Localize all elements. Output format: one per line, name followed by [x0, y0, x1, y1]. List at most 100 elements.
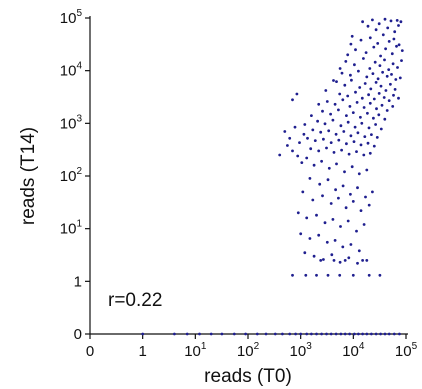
data-point [361, 259, 364, 262]
data-point [368, 151, 372, 155]
data-point [341, 245, 345, 249]
data-point [363, 135, 367, 139]
data-point [377, 113, 381, 117]
data-point [325, 240, 329, 244]
data-point [396, 66, 399, 69]
data-point [398, 76, 402, 80]
data-point [368, 67, 372, 70]
data-point [343, 170, 346, 174]
data-point [296, 154, 300, 158]
data-point [323, 122, 327, 126]
data-point [329, 112, 332, 116]
data-point [383, 17, 387, 21]
data-point [341, 98, 345, 102]
data-point [329, 202, 333, 205]
data-point [357, 332, 360, 336]
x-tick-label: 0 [86, 343, 94, 360]
data-point [356, 186, 359, 190]
data-point [393, 30, 397, 34]
x-tick-label: 105 [395, 341, 418, 360]
data-point [312, 163, 316, 167]
data-point [319, 130, 323, 134]
data-point [318, 182, 322, 186]
data-point [315, 273, 318, 277]
data-point [346, 120, 350, 124]
data-point [375, 136, 379, 139]
data-point [349, 134, 353, 138]
data-point [330, 253, 334, 257]
data-point [322, 258, 325, 261]
x-tick-label: 103 [290, 341, 313, 360]
data-point [393, 88, 397, 91]
data-point [362, 223, 366, 226]
data-point [355, 101, 359, 104]
data-point [325, 332, 328, 336]
data-point [332, 259, 336, 262]
data-point [331, 118, 335, 122]
data-point [255, 332, 259, 336]
data-point [374, 81, 378, 84]
data-point [326, 178, 330, 182]
data-point [351, 273, 355, 277]
data-point [379, 332, 382, 336]
data-point [392, 332, 396, 336]
data-point [385, 109, 389, 112]
data-point [343, 259, 347, 262]
data-point [329, 332, 333, 336]
data-point [373, 60, 377, 64]
data-point [340, 71, 344, 75]
data-point [391, 105, 395, 108]
data-point [400, 59, 403, 62]
data-point [313, 139, 317, 143]
data-point [351, 111, 355, 114]
y-tick-label: 103 [60, 113, 83, 132]
x-tick-label: 1 [138, 343, 146, 360]
data-point [360, 96, 364, 100]
data-point [317, 149, 321, 153]
data-point [334, 332, 338, 336]
data-point [366, 141, 370, 145]
data-point [370, 133, 373, 137]
data-point [386, 26, 390, 30]
data-point [334, 132, 338, 136]
data-point [232, 332, 236, 336]
data-point [367, 203, 371, 207]
data-point [360, 121, 364, 125]
data-point [305, 156, 309, 160]
data-point [308, 237, 312, 240]
data-point [359, 38, 363, 42]
x-axis-ticks: 0 1 101 102 103 104 105 [86, 334, 418, 360]
data-point [300, 161, 304, 165]
data-point [377, 92, 381, 95]
data-points [141, 17, 404, 336]
data-point [348, 105, 352, 108]
data-point [357, 69, 360, 73]
data-point [365, 332, 369, 336]
data-point [350, 34, 354, 38]
data-point [354, 90, 357, 94]
data-point [364, 195, 367, 199]
data-point [264, 332, 268, 336]
data-point [341, 184, 345, 188]
data-point [379, 84, 383, 88]
data-point [291, 98, 294, 102]
data-point [244, 332, 248, 336]
data-point [304, 273, 308, 277]
data-point [353, 63, 356, 67]
data-point [320, 159, 323, 163]
data-point [299, 332, 303, 336]
data-point [345, 114, 348, 117]
data-point [379, 127, 383, 131]
data-point [356, 261, 359, 265]
data-point [349, 73, 352, 77]
data-point [362, 106, 366, 109]
data-point [338, 273, 342, 277]
data-point [362, 153, 366, 157]
data-point [291, 273, 294, 277]
data-point [365, 75, 369, 79]
data-point [387, 99, 391, 102]
data-point [291, 149, 294, 153]
data-point [390, 73, 393, 76]
data-point [384, 89, 388, 92]
y-tick-label: 102 [60, 166, 83, 185]
